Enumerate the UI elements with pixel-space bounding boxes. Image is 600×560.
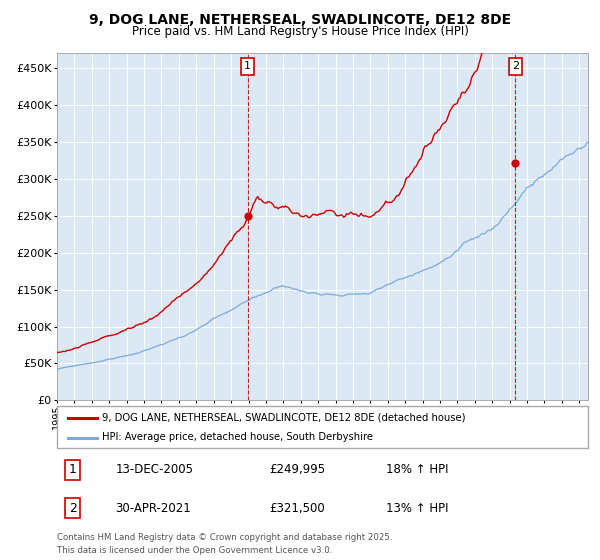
Text: Contains HM Land Registry data © Crown copyright and database right 2025.: Contains HM Land Registry data © Crown c… [57,533,392,542]
Text: 1: 1 [69,463,77,476]
Text: £249,995: £249,995 [269,463,326,476]
Text: Price paid vs. HM Land Registry's House Price Index (HPI): Price paid vs. HM Land Registry's House … [131,25,469,38]
FancyBboxPatch shape [57,406,588,448]
Text: 30-APR-2021: 30-APR-2021 [115,502,191,515]
Text: 2: 2 [69,502,77,515]
Text: This data is licensed under the Open Government Licence v3.0.: This data is licensed under the Open Gov… [57,546,332,555]
Text: 9, DOG LANE, NETHERSEAL, SWADLINCOTE, DE12 8DE (detached house): 9, DOG LANE, NETHERSEAL, SWADLINCOTE, DE… [102,413,466,423]
Text: 9, DOG LANE, NETHERSEAL, SWADLINCOTE, DE12 8DE: 9, DOG LANE, NETHERSEAL, SWADLINCOTE, DE… [89,13,511,27]
Text: £321,500: £321,500 [269,502,325,515]
Point [243,211,253,220]
Text: HPI: Average price, detached house, South Derbyshire: HPI: Average price, detached house, Sout… [102,432,373,442]
Point [511,158,520,167]
Text: 18% ↑ HPI: 18% ↑ HPI [386,463,449,476]
Text: 13-DEC-2005: 13-DEC-2005 [115,463,193,476]
Text: 1: 1 [244,62,251,72]
Text: 13% ↑ HPI: 13% ↑ HPI [386,502,449,515]
Text: 2: 2 [512,62,519,72]
